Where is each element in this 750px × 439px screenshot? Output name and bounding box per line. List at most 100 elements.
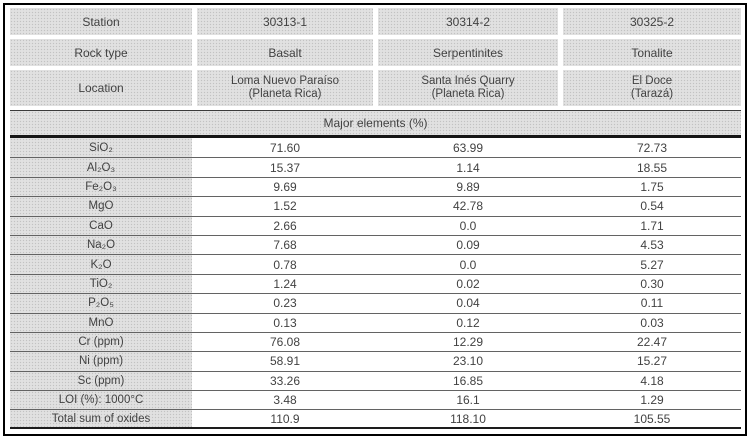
- row-label: K₂O: [10, 255, 192, 274]
- cell-value: 1.14: [378, 158, 558, 177]
- table-row-cao: CaO 2.66 0.0 1.71: [10, 215, 741, 235]
- row-label: P₂O₅: [10, 294, 192, 313]
- row-label: SiO₂: [10, 138, 192, 158]
- cell-value: 1.52: [197, 197, 373, 216]
- header-label-station: Station: [10, 8, 192, 35]
- table-row-cr: Cr (ppm) 76.08 12.29 22.47: [10, 331, 741, 352]
- location-region: (Tarazá): [630, 88, 674, 100]
- row-label: TiO₂: [10, 274, 192, 294]
- location-region: (Planeta Rica): [431, 88, 505, 100]
- cell-value: 1.29: [563, 391, 741, 410]
- cell-value: 71.60: [197, 138, 373, 158]
- cell-value: 118.10: [378, 410, 558, 427]
- rock-type-cell: Basalt: [197, 39, 373, 66]
- cell-value: 105.55: [563, 410, 741, 427]
- station-id-cell: 30325-2: [563, 8, 741, 35]
- table-row-tio2: TiO₂ 1.24 0.02 0.30: [10, 273, 741, 294]
- cell-value: 12.29: [378, 332, 558, 352]
- cell-value: 15.37: [197, 158, 373, 177]
- table-row-mno: MnO 0.13 0.12 0.03: [10, 312, 741, 332]
- cell-value: 0.30: [563, 274, 741, 294]
- row-label: CaO: [10, 216, 192, 235]
- cell-value: 33.26: [197, 371, 373, 391]
- cell-value: 42.78: [378, 197, 558, 216]
- cell-value: 0.09: [378, 235, 558, 255]
- cell-value: 0.12: [378, 313, 558, 332]
- table-row-k2o: K₂O 0.78 0.0 5.27: [10, 254, 741, 274]
- cell-value: 0.13: [197, 313, 373, 332]
- rock-type-cell: Serpentinites: [378, 39, 558, 66]
- table-row-ni: Ni (ppm) 58.91 23.10 15.27: [10, 351, 741, 371]
- cell-value: 15.27: [563, 352, 741, 371]
- location-name: Santa Inés Quarry: [421, 75, 515, 87]
- cell-value: 16.1: [378, 391, 558, 410]
- location-cell: El Doce (Tarazá): [563, 70, 741, 106]
- cell-value: 4.53: [563, 235, 741, 255]
- cell-value: 2.66: [197, 216, 373, 235]
- location-cell: Santa Inés Quarry (Planeta Rica): [378, 70, 558, 106]
- cell-value: 0.54: [563, 197, 741, 216]
- row-label: Sc (ppm): [10, 371, 192, 391]
- table-row-loi: LOI (%): 1000°C 3.48 16.1 1.29: [10, 390, 741, 410]
- cell-value: 0.11: [563, 294, 741, 313]
- cell-value: 0.0: [378, 255, 558, 274]
- cell-value: 23.10: [378, 352, 558, 371]
- row-label: Na₂O: [10, 235, 192, 255]
- cell-value: 110.9: [197, 410, 373, 427]
- station-id-cell: 30314-2: [378, 8, 558, 35]
- table-row-total: Total sum of oxides 110.9 118.10 105.55: [10, 409, 741, 429]
- location-cell: Loma Nuevo Paraíso (Planeta Rica): [197, 70, 373, 106]
- header-row-station: Station 30313-1 30314-2 30325-2: [10, 8, 741, 35]
- table-frame: Station 30313-1 30314-2 30325-2 Rock typ…: [3, 3, 747, 436]
- cell-value: 0.04: [378, 294, 558, 313]
- cell-value: 3.48: [197, 391, 373, 410]
- location-name: Loma Nuevo Paraíso: [230, 75, 340, 87]
- cell-value: 0.78: [197, 255, 373, 274]
- cell-value: 1.71: [563, 216, 741, 235]
- table-row-al2o3: Al₂O₃ 15.37 1.14 18.55: [10, 157, 741, 177]
- cell-value: 1.75: [563, 177, 741, 197]
- table-row-p2o5: P₂O₅ 0.23 0.04 0.11: [10, 293, 741, 313]
- row-label: MgO: [10, 197, 192, 216]
- cell-value: 7.68: [197, 235, 373, 255]
- cell-value: 22.47: [563, 332, 741, 352]
- table-row-sio2: SiO₂ 71.60 63.99 72.73: [10, 138, 741, 158]
- cell-value: 0.02: [378, 274, 558, 294]
- cell-value: 18.55: [563, 158, 741, 177]
- cell-value: 76.08: [197, 332, 373, 352]
- cell-value: 1.24: [197, 274, 373, 294]
- cell-value: 4.18: [563, 371, 741, 391]
- table-row-mgo: MgO 1.52 42.78 0.54: [10, 196, 741, 216]
- row-label: Fe₂O₃: [10, 177, 192, 197]
- table-row-sc: Sc (ppm) 33.26 16.85 4.18: [10, 370, 741, 391]
- cell-value: 58.91: [197, 352, 373, 371]
- header-row-rock-type: Rock type Basalt Serpentinites Tonalite: [10, 39, 741, 66]
- header-label-location: Location: [10, 70, 192, 106]
- cell-value: 16.85: [378, 371, 558, 391]
- cell-value: 0.03: [563, 313, 741, 332]
- location-region: (Planeta Rica): [248, 88, 322, 100]
- header-label-rock-type: Rock type: [10, 39, 192, 66]
- row-label: Total sum of oxides: [10, 410, 192, 427]
- cell-value: 63.99: [378, 138, 558, 158]
- row-label: MnO: [10, 313, 192, 332]
- cell-value: 0.23: [197, 294, 373, 313]
- row-label: LOI (%): 1000°C: [10, 391, 192, 410]
- row-label: Cr (ppm): [10, 332, 192, 352]
- station-id-cell: 30313-1: [197, 8, 373, 35]
- row-label: Ni (ppm): [10, 352, 192, 371]
- cell-value: 9.69: [197, 177, 373, 197]
- cell-value: 0.0: [378, 216, 558, 235]
- section-title: Major elements (%): [10, 111, 741, 135]
- location-name: El Doce: [631, 75, 673, 87]
- section-band: Major elements (%): [10, 110, 741, 138]
- rock-type-cell: Tonalite: [563, 39, 741, 66]
- table-row-fe2o3: Fe₂O₃ 9.69 9.89 1.75: [10, 176, 741, 197]
- cell-value: 5.27: [563, 255, 741, 274]
- cell-value: 72.73: [563, 138, 741, 158]
- cell-value: 9.89: [378, 177, 558, 197]
- row-label: Al₂O₃: [10, 158, 192, 177]
- table-row-na2o: Na₂O 7.68 0.09 4.53: [10, 234, 741, 255]
- header-row-location: Location Loma Nuevo Paraíso (Planeta Ric…: [10, 70, 741, 106]
